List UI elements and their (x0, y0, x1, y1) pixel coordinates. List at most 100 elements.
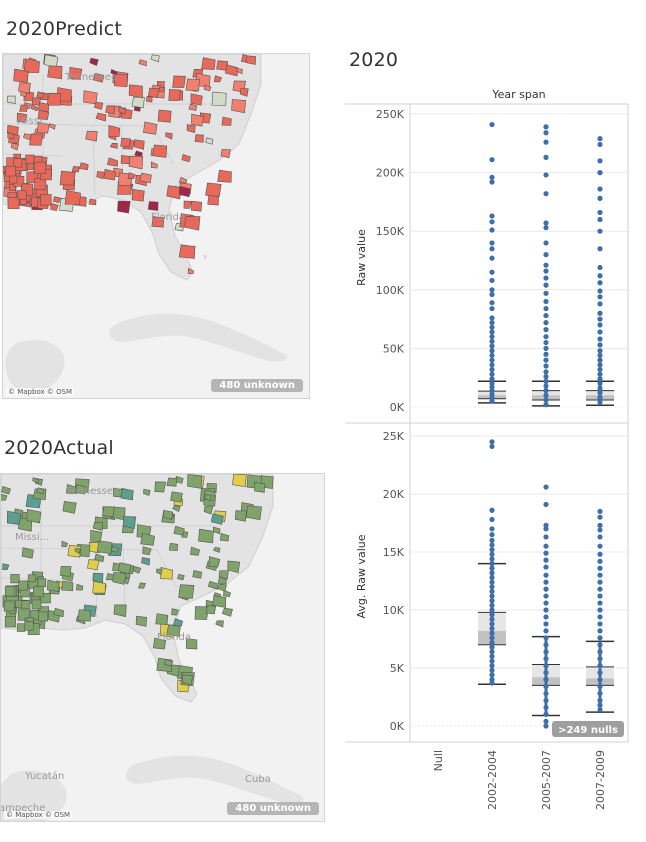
data-point[interactable] (489, 246, 495, 252)
data-point[interactable] (489, 240, 495, 246)
data-point[interactable] (543, 663, 549, 669)
data-point[interactable] (543, 282, 549, 288)
county-shape[interactable] (179, 185, 191, 198)
data-point[interactable] (543, 397, 549, 403)
county-shape[interactable] (16, 623, 26, 632)
data-point[interactable] (543, 543, 549, 549)
data-point[interactable] (597, 522, 603, 528)
data-points[interactable] (489, 121, 603, 729)
county-shape[interactable] (215, 620, 224, 628)
county-shape[interactable] (232, 474, 247, 487)
county-shape[interactable] (203, 84, 212, 92)
data-point[interactable] (597, 697, 603, 704)
county-shape[interactable] (4, 616, 16, 628)
county-shape[interactable] (23, 133, 32, 141)
data-point[interactable] (543, 154, 549, 160)
county-shape[interactable] (171, 608, 179, 616)
county-shape[interactable] (183, 216, 201, 231)
county-shape[interactable] (192, 570, 203, 579)
data-point[interactable] (489, 305, 495, 312)
county-shape[interactable] (27, 574, 36, 583)
data-point[interactable] (597, 186, 603, 192)
county-shape[interactable] (139, 172, 152, 184)
county-shape[interactable] (89, 57, 99, 66)
county-shape[interactable] (212, 595, 227, 608)
data-point[interactable] (597, 635, 603, 641)
data-point[interactable] (597, 371, 603, 377)
data-point[interactable] (543, 704, 549, 711)
county-shape[interactable] (178, 244, 196, 259)
county-shape[interactable] (109, 142, 118, 149)
data-point[interactable] (543, 392, 549, 398)
county-shape[interactable] (150, 54, 160, 63)
county-shape[interactable] (33, 161, 47, 174)
data-point[interactable] (489, 174, 495, 180)
county-shape[interactable] (38, 102, 50, 113)
data-point[interactable] (597, 342, 603, 348)
county-shape[interactable] (26, 509, 42, 524)
county-shape[interactable] (191, 113, 205, 127)
data-point[interactable] (597, 310, 603, 316)
predict-county-shapes[interactable] (3, 54, 256, 274)
data-point[interactable] (597, 670, 603, 676)
data-point[interactable] (489, 398, 495, 404)
county-shape[interactable] (127, 172, 136, 179)
data-point[interactable] (597, 593, 603, 599)
county-shape[interactable] (140, 532, 155, 546)
data-point[interactable] (597, 690, 603, 697)
county-shape[interactable] (112, 487, 123, 498)
data-point[interactable] (489, 667, 495, 673)
county-shape[interactable] (24, 621, 34, 631)
county-shape[interactable] (198, 528, 214, 544)
data-point[interactable] (597, 628, 603, 634)
data-point[interactable] (489, 625, 495, 632)
data-point[interactable] (597, 656, 603, 662)
data-point[interactable] (597, 649, 603, 655)
county-shape[interactable] (113, 604, 127, 617)
county-shape[interactable] (92, 73, 105, 83)
data-point[interactable] (597, 294, 603, 300)
data-point[interactable] (489, 269, 495, 275)
data-point[interactable] (489, 277, 495, 284)
county-shape[interactable] (36, 121, 50, 134)
data-point[interactable] (489, 584, 495, 590)
data-point[interactable] (543, 718, 549, 724)
county-shape[interactable] (210, 513, 224, 525)
data-point[interactable] (543, 628, 549, 634)
data-point[interactable] (543, 564, 549, 570)
data-point[interactable] (489, 324, 495, 330)
county-shape[interactable] (25, 154, 35, 164)
county-shape[interactable] (61, 580, 74, 592)
county-shape[interactable] (138, 582, 146, 589)
county-shape[interactable] (128, 84, 143, 99)
county-shape[interactable] (29, 133, 44, 146)
county-shape[interactable] (141, 557, 151, 566)
data-point[interactable] (597, 329, 603, 335)
county-shape[interactable] (77, 609, 92, 622)
data-point[interactable] (543, 649, 549, 655)
county-shape[interactable] (96, 171, 106, 180)
county-shape[interactable] (133, 139, 145, 150)
county-shape[interactable] (227, 560, 241, 574)
data-point[interactable] (597, 348, 603, 354)
data-point[interactable] (597, 572, 603, 578)
data-point[interactable] (543, 220, 549, 226)
data-point[interactable] (597, 683, 603, 690)
county-shape[interactable] (94, 101, 104, 110)
county-shape[interactable] (160, 567, 173, 580)
data-point[interactable] (543, 677, 549, 683)
data-point[interactable] (489, 227, 495, 233)
county-shape[interactable] (220, 148, 231, 159)
data-point[interactable] (597, 702, 603, 708)
county-shape[interactable] (19, 104, 28, 112)
data-point[interactable] (489, 561, 495, 567)
data-point[interactable] (543, 593, 549, 599)
data-point[interactable] (543, 642, 549, 648)
county-shape[interactable] (155, 613, 169, 625)
county-shape[interactable] (71, 165, 80, 173)
county-shape[interactable] (190, 93, 203, 106)
county-shape[interactable] (18, 82, 31, 94)
data-point[interactable] (543, 268, 549, 274)
county-shape[interactable] (79, 162, 89, 171)
county-shape[interactable] (143, 488, 151, 496)
